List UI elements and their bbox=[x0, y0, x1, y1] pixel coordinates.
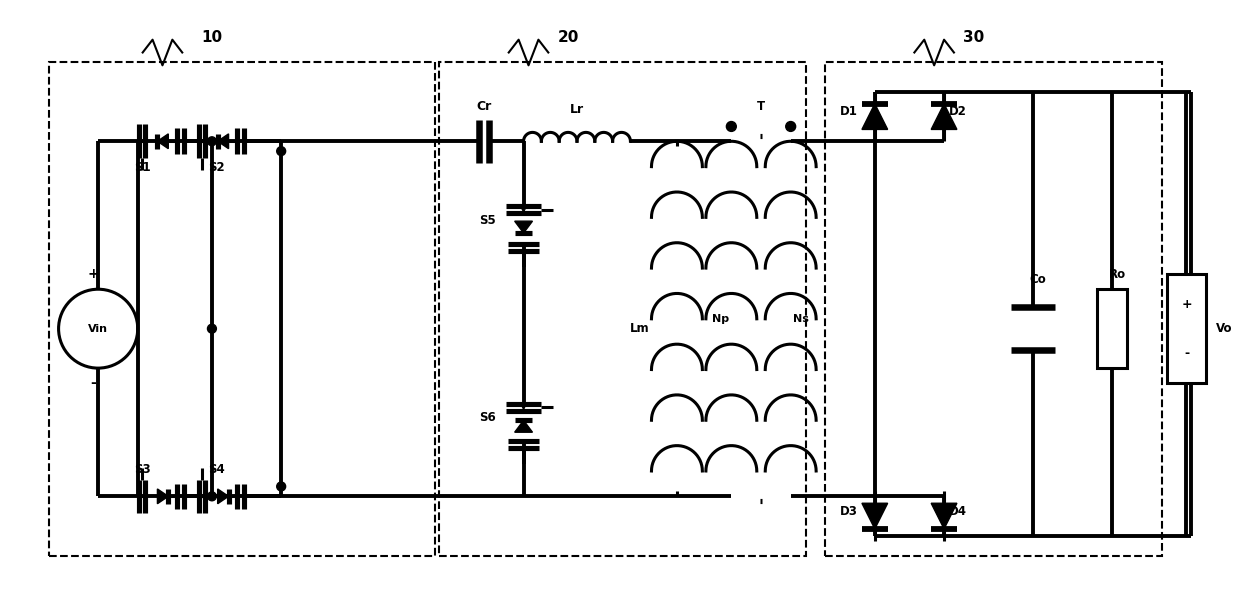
Bar bbox=[439, 62, 806, 555]
Text: Vo: Vo bbox=[1216, 322, 1233, 335]
Text: Lr: Lr bbox=[570, 103, 584, 116]
Polygon shape bbox=[515, 221, 532, 233]
Polygon shape bbox=[218, 489, 228, 504]
Text: D2: D2 bbox=[949, 105, 967, 118]
Text: Cr: Cr bbox=[476, 100, 491, 113]
Text: S4: S4 bbox=[208, 463, 226, 476]
Bar bbox=[826, 62, 1162, 555]
Text: Ns: Ns bbox=[792, 314, 808, 324]
Text: S1: S1 bbox=[134, 161, 151, 174]
Text: Vin: Vin bbox=[88, 323, 108, 334]
Circle shape bbox=[727, 122, 737, 132]
Text: Np: Np bbox=[712, 314, 729, 324]
Polygon shape bbox=[515, 420, 532, 432]
Text: Ro: Ro bbox=[1109, 268, 1126, 281]
Circle shape bbox=[207, 492, 217, 501]
Text: +: + bbox=[87, 267, 99, 281]
Text: Lm: Lm bbox=[630, 322, 650, 335]
Circle shape bbox=[786, 122, 796, 132]
Bar bbox=[48, 62, 434, 555]
Text: S5: S5 bbox=[479, 214, 496, 227]
Text: 10: 10 bbox=[201, 30, 222, 45]
Polygon shape bbox=[862, 104, 888, 130]
Circle shape bbox=[277, 482, 285, 491]
Polygon shape bbox=[931, 503, 957, 529]
Polygon shape bbox=[931, 104, 957, 130]
Text: D1: D1 bbox=[841, 105, 858, 118]
Text: -: - bbox=[91, 376, 95, 390]
Circle shape bbox=[207, 137, 217, 146]
Text: +: + bbox=[1182, 298, 1192, 311]
Text: S2: S2 bbox=[208, 161, 226, 174]
Text: T: T bbox=[756, 100, 765, 113]
Text: D3: D3 bbox=[841, 505, 858, 518]
Circle shape bbox=[207, 324, 217, 333]
Polygon shape bbox=[862, 503, 888, 529]
Text: D4: D4 bbox=[949, 505, 967, 518]
Polygon shape bbox=[218, 134, 228, 149]
Bar bbox=[1167, 275, 1207, 383]
Text: 30: 30 bbox=[963, 30, 985, 45]
Text: Co: Co bbox=[1029, 273, 1047, 286]
Text: S3: S3 bbox=[134, 463, 151, 476]
Polygon shape bbox=[157, 134, 169, 149]
Bar bbox=[1097, 289, 1127, 368]
Text: -: - bbox=[1184, 347, 1189, 360]
Circle shape bbox=[277, 147, 285, 155]
Polygon shape bbox=[157, 489, 169, 504]
Text: S6: S6 bbox=[479, 411, 496, 424]
Text: 20: 20 bbox=[558, 30, 579, 45]
